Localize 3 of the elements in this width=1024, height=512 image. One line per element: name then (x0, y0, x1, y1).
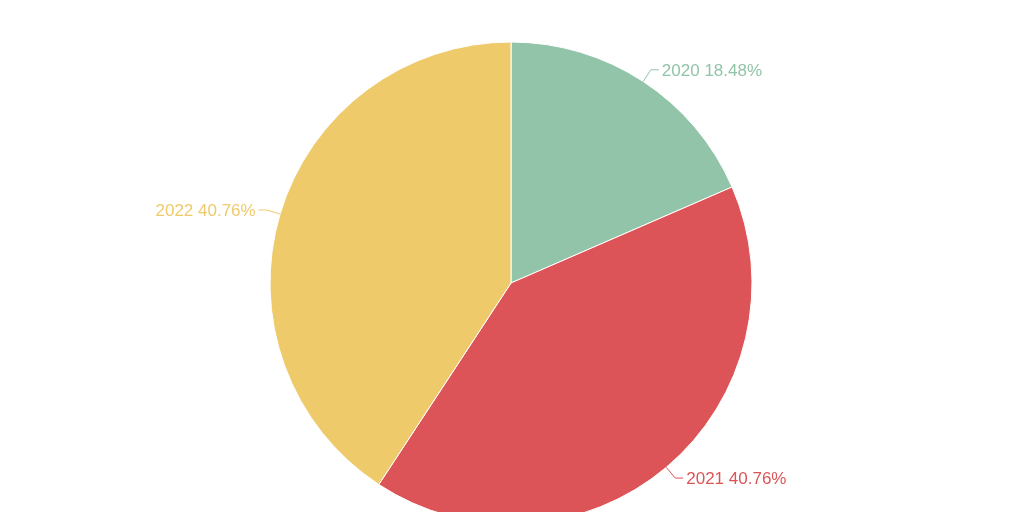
slice-label: 2020 18.48% (661, 60, 763, 80)
slice-label: 2021 40.76% (686, 468, 787, 488)
slice-label: 2022 40.76% (155, 200, 256, 220)
